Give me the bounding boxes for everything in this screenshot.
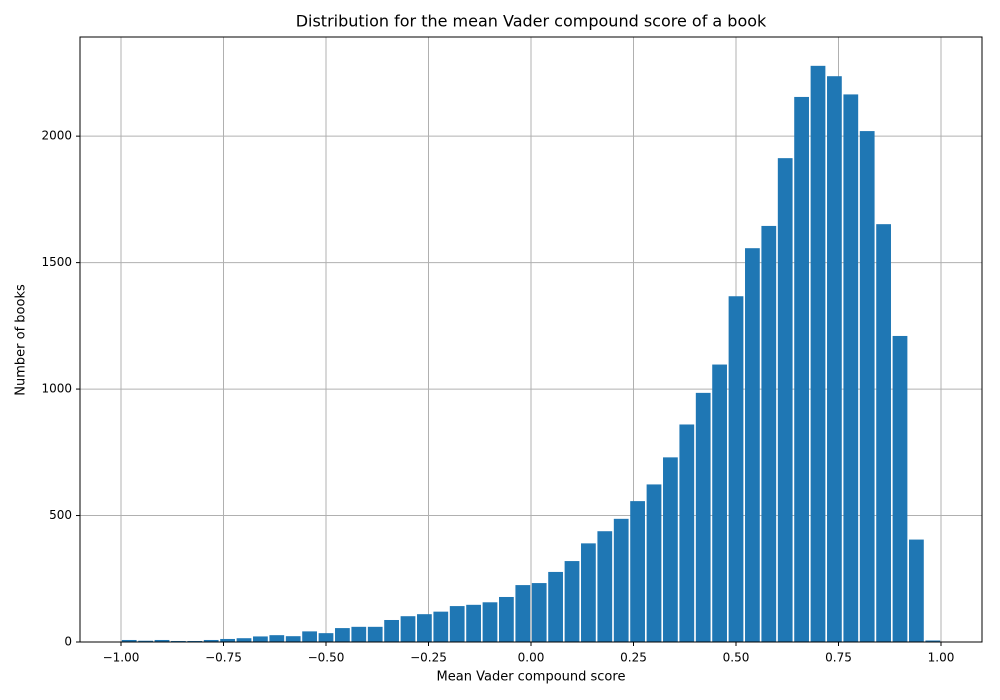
x-tick-label: 0.00	[518, 651, 545, 665]
bar	[285, 636, 301, 642]
bar	[827, 76, 842, 642]
chart-title: Distribution for the mean Vader compound…	[296, 12, 767, 31]
bar	[695, 392, 711, 642]
bar	[121, 639, 137, 642]
x-tick-label: 0.50	[723, 651, 750, 665]
bar	[302, 631, 317, 642]
bar	[499, 596, 514, 642]
bar	[843, 94, 859, 642]
bar	[138, 640, 153, 642]
bar	[318, 633, 334, 642]
y-tick-label: 1500	[41, 255, 72, 269]
x-tick-label: −0.25	[410, 651, 447, 665]
x-tick-label: −1.00	[103, 651, 140, 665]
y-tick-label: 500	[49, 508, 72, 522]
x-tick-label: 1.00	[928, 651, 955, 665]
bar	[761, 225, 777, 642]
x-tick-label: −0.50	[308, 651, 345, 665]
bar	[548, 571, 563, 642]
y-axis-label: Number of books	[14, 284, 29, 396]
bar	[384, 619, 399, 642]
bar	[597, 531, 613, 642]
bar	[253, 636, 268, 642]
bar	[712, 364, 727, 642]
y-tick-label: 0	[64, 635, 72, 649]
x-tick-label: 0.75	[825, 651, 852, 665]
bar	[646, 484, 662, 642]
bar	[400, 616, 416, 642]
bar	[466, 604, 481, 642]
bar	[859, 131, 875, 642]
bar	[482, 602, 498, 642]
bar	[187, 640, 203, 642]
bar	[810, 65, 826, 642]
bar	[630, 501, 645, 642]
bar	[367, 626, 383, 642]
bar	[794, 96, 809, 643]
bar	[236, 638, 252, 642]
bar	[745, 248, 760, 643]
bar	[564, 561, 580, 642]
bar	[515, 585, 531, 642]
bar	[663, 457, 678, 642]
bar	[876, 224, 891, 642]
bar	[203, 639, 219, 642]
bar	[433, 611, 449, 642]
bar	[909, 539, 924, 642]
bar	[613, 518, 629, 642]
bar	[892, 335, 908, 642]
x-axis-label: Mean Vader compound score	[437, 670, 626, 685]
bar	[679, 424, 695, 642]
x-tick-label: 0.25	[620, 651, 647, 665]
bar	[269, 635, 285, 642]
bar	[449, 606, 465, 642]
bar	[777, 158, 793, 643]
bar	[531, 583, 547, 642]
bar	[925, 640, 941, 642]
bar	[351, 626, 367, 642]
bar	[728, 296, 744, 642]
x-tick-label: −0.75	[205, 651, 242, 665]
bar	[220, 638, 235, 642]
bar	[335, 628, 350, 642]
y-tick-label: 1000	[41, 382, 72, 396]
bar	[417, 614, 432, 642]
bar	[154, 639, 170, 642]
bar	[581, 543, 596, 642]
bar	[171, 640, 186, 642]
y-tick-label: 2000	[41, 129, 72, 143]
